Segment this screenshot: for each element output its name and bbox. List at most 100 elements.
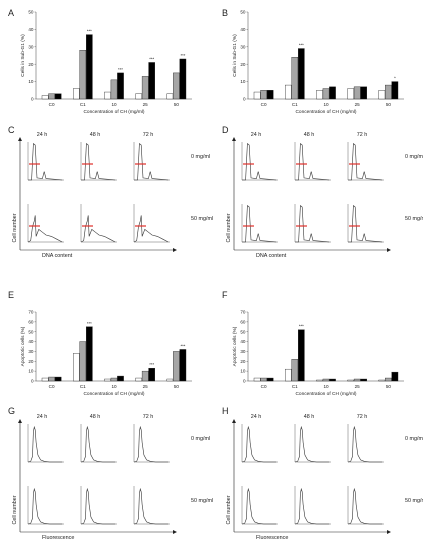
bar [253, 377, 261, 382]
bar [291, 359, 299, 382]
arrow-head [387, 530, 391, 534]
fluorescence-histograms-h: 24 h 48 h 72 h 0 mg/ml 50 mg/ml Cell number Fl… [226, 414, 423, 541]
x-tick-label: 50 [386, 384, 392, 389]
bar [117, 375, 124, 382]
panel-letter-c: C [8, 125, 15, 135]
histogram-curve [28, 143, 63, 181]
bar [117, 72, 124, 100]
bar [41, 95, 49, 100]
histogram-curve [133, 425, 169, 463]
fluorescence-histograms-g: 24 h 48 h 72 h 0 mg/ml 50 mg/ml Cell number Fl… [12, 414, 213, 541]
x-tick-label: C0 [261, 102, 267, 107]
bar [141, 370, 149, 382]
bar [353, 86, 361, 100]
bar [266, 90, 274, 100]
bar [110, 79, 118, 100]
x-tick-label: C0 [49, 102, 55, 107]
histogram-curve [133, 487, 169, 525]
bar [291, 57, 299, 100]
y-tick-label: 30 [240, 44, 246, 49]
histogram-curve [347, 425, 383, 463]
arrow-head [173, 248, 177, 252]
y-tick-label: 0 [31, 97, 34, 102]
y-tick-label: 0 [243, 97, 246, 102]
y-tick-label: 30 [28, 349, 34, 354]
y-tick-label: 10 [240, 79, 246, 84]
y-tick-label: 10 [28, 79, 34, 84]
y-tick-label: 40 [28, 27, 34, 32]
arrow-head [18, 137, 22, 141]
x-tick-label: C1 [292, 384, 298, 389]
y-axis-label: Cells in Sub-G1 (%) [20, 34, 26, 77]
y-tick-label: 50 [28, 329, 34, 334]
y-tick-label: 70 [28, 310, 34, 315]
bar [347, 88, 355, 100]
arrow-head [232, 137, 236, 141]
histogram-curve [81, 143, 116, 181]
bar [391, 371, 399, 382]
histogram-curve [27, 215, 63, 243]
histogram-curve [133, 215, 169, 243]
histogram-curve [27, 425, 63, 463]
dna-content-label: DNA content [256, 253, 287, 259]
bar [353, 378, 361, 382]
histogram-curve [294, 425, 330, 463]
timepoint-label: 24 h [37, 414, 48, 420]
timepoint-label: 24 h [37, 132, 48, 138]
bar-chart-e: 0 10 20 30 40 50 60 70 Apoptotic cells (%) C0 C1 **… [20, 310, 192, 397]
bar [104, 91, 111, 100]
y-axis-label: Apoptotic cells (%) [20, 326, 26, 366]
bar [285, 84, 292, 100]
x-tick-label: C0 [49, 384, 55, 389]
panel-letter-d: D [222, 125, 229, 135]
timepoint-label: 24 h [251, 132, 262, 138]
cell-number-label: Cell number [12, 495, 18, 524]
bar [79, 341, 87, 382]
x-tick-label: C1 [80, 102, 86, 107]
bar [72, 88, 80, 100]
concentration-label: 0 mg/ml [405, 436, 423, 442]
timepoint-label: 72 h [143, 414, 154, 420]
panel-letter-h: H [222, 406, 229, 416]
histogram-curve [134, 143, 169, 181]
x-tick-label: 10 [323, 102, 329, 107]
y-tick-label: 0 [243, 379, 246, 384]
x-tick-label: 10 [111, 102, 117, 107]
y-tick-label: 60 [240, 319, 246, 324]
x-tick-label: 25 [355, 384, 361, 389]
y-tick-label: 30 [240, 349, 246, 354]
significance-label: *** [299, 324, 304, 329]
concentration-label: 0 mg/ml [191, 154, 210, 160]
y-tick-label: 50 [28, 10, 34, 15]
bar [141, 76, 149, 100]
bar [385, 377, 392, 382]
x-tick-label: 25 [143, 384, 149, 389]
panel-letter-a: A [8, 8, 14, 18]
bar-chart-a: 0 10 20 30 40 50 Cells in Sub-G1 (%) C0 C1 *** 10 *… [20, 10, 192, 115]
x-axis-label: Concentration of CH (mg/ml) [295, 391, 356, 397]
significance-label: * [394, 76, 396, 81]
y-tick-label: 10 [240, 369, 246, 374]
bar [360, 378, 368, 382]
bar [166, 378, 174, 382]
x-tick-label: 10 [323, 384, 329, 389]
bar [148, 367, 156, 382]
y-tick-label: 70 [240, 310, 246, 315]
significance-label: *** [180, 343, 185, 348]
fluorescence-label: Fluorescence [256, 535, 288, 541]
bar [54, 93, 62, 100]
bar [260, 90, 267, 100]
y-tick-label: 10 [28, 369, 34, 374]
bar [391, 81, 399, 100]
y-tick-label: 20 [28, 359, 34, 364]
bar [135, 93, 143, 100]
x-tick-label: 25 [355, 102, 361, 107]
timepoint-label: 72 h [357, 132, 368, 138]
arrow-head [387, 248, 391, 252]
y-tick-label: 20 [28, 62, 34, 67]
cell-number-label: Cell number [226, 213, 232, 242]
significance-label: *** [149, 56, 154, 61]
cell-cycle-histograms-c: 24 h 48 h 72 h 0 mg/ml 50 mg/ml Cell number DN… [12, 132, 213, 259]
bar-chart-b: 0 10 20 30 40 50 Cells in Sub-G1 (%) C0 C1 *** 10 2… [232, 10, 404, 115]
